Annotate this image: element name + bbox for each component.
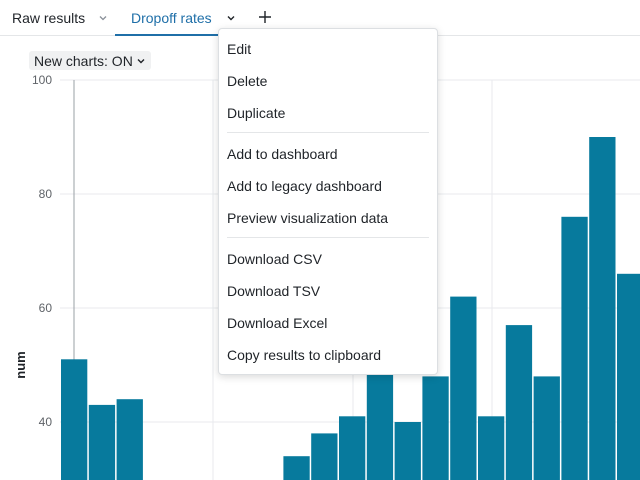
y-tick-label: 80 — [39, 187, 53, 201]
menu-item-download-tsv[interactable]: Download TSV — [227, 283, 321, 299]
y-axis-ticks: 100 80 60 40 — [32, 73, 52, 429]
bar[interactable] — [311, 433, 338, 480]
plus-icon — [259, 11, 271, 23]
menu-item-download-csv[interactable]: Download CSV — [227, 251, 322, 267]
new-charts-label: New charts: ON — [34, 52, 133, 69]
tab-raw-results[interactable]: Raw results — [12, 0, 107, 35]
bar[interactable] — [589, 137, 616, 480]
tab-dropoff-rates[interactable]: Dropoff rates — [115, 0, 247, 36]
chevron-down-icon — [136, 56, 146, 66]
menu-item-add-to-legacy-dashboard[interactable]: Add to legacy dashboard — [227, 178, 382, 194]
bar[interactable] — [533, 376, 560, 480]
bar[interactable] — [505, 325, 533, 480]
chevron-down-icon[interactable] — [226, 0, 236, 35]
bar[interactable] — [366, 370, 394, 480]
menu-item-preview-visualization-data[interactable]: Preview visualization data — [227, 210, 389, 226]
bar[interactable] — [339, 416, 366, 480]
tab-raw-results-label: Raw results — [12, 9, 86, 26]
chevron-down-icon[interactable] — [98, 0, 108, 35]
add-tab-button[interactable] — [255, 7, 275, 27]
bar[interactable] — [478, 416, 505, 480]
bar[interactable] — [617, 273, 640, 480]
y-tick-label: 100 — [32, 73, 52, 87]
y-tick-label: 40 — [39, 415, 53, 429]
bar[interactable] — [116, 399, 143, 480]
bar[interactable] — [283, 456, 310, 480]
tab-dropoff-rates-label: Dropoff rates — [131, 9, 212, 26]
bar[interactable] — [394, 422, 421, 480]
active-tab-indicator — [115, 34, 247, 36]
y-tick-label: 60 — [39, 301, 53, 315]
bar[interactable] — [561, 216, 588, 480]
bar[interactable] — [88, 404, 116, 480]
visualization-context-menu: Edit Delete Duplicate Add to dashboard A… — [218, 28, 438, 375]
bar[interactable] — [422, 376, 449, 480]
bars — [61, 137, 640, 480]
menu-item-delete[interactable]: Delete — [227, 73, 268, 89]
y-axis-label: num — [13, 351, 28, 378]
bar[interactable] — [450, 296, 477, 480]
menu-item-copy-results[interactable]: Copy results to clipboard — [227, 347, 382, 363]
menu-divider — [227, 237, 429, 238]
new-charts-toggle[interactable]: New charts: ON — [29, 51, 151, 70]
menu-item-add-to-dashboard[interactable]: Add to dashboard — [227, 146, 338, 162]
menu-item-download-excel[interactable]: Download Excel — [227, 315, 328, 331]
menu-divider — [227, 132, 429, 133]
menu-item-duplicate[interactable]: Duplicate — [227, 105, 286, 121]
bar[interactable] — [61, 359, 88, 480]
menu-item-edit[interactable]: Edit — [227, 41, 252, 57]
